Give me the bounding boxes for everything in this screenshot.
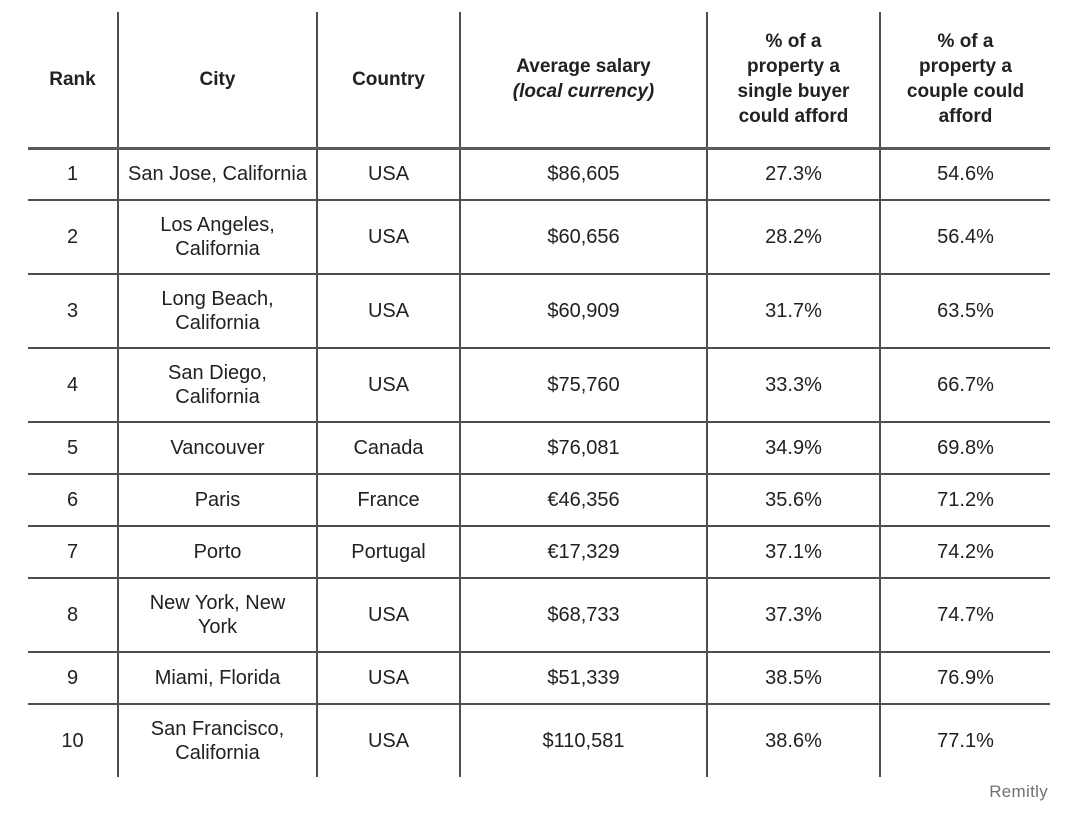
affordability-table: Rank City Country Average salary (local c… (28, 12, 1050, 777)
table-row: 9 Miami, Florida USA $51,339 38.5% 76.9% (28, 651, 1050, 704)
couple-cell: 66.7% (879, 347, 1050, 422)
rank-cell: 6 (28, 473, 119, 526)
rank-cell: 4 (28, 347, 119, 422)
salary-cell: €17,329 (459, 525, 708, 578)
table-body: 1 San Jose, California USA $86,605 27.3%… (28, 148, 1050, 777)
couple-cell: 71.2% (879, 473, 1050, 526)
rank-cell: 5 (28, 421, 119, 474)
couple-cell: 74.2% (879, 525, 1050, 578)
salary-cell: $60,656 (459, 199, 708, 274)
rank-cell: 10 (28, 703, 119, 777)
rank-cell: 2 (28, 199, 119, 274)
brand-attribution: Remitly (989, 782, 1048, 801)
salary-header-line1: Average salary (516, 56, 651, 78)
salary-cell: €46,356 (459, 473, 708, 526)
single-buyer-cell: 37.3% (706, 577, 881, 652)
table-row: 3 Long Beach, California USA $60,909 31.… (28, 273, 1050, 348)
city-cell: Paris (117, 473, 318, 526)
table-row: 5 Vancouver Canada $76,081 34.9% 69.8% (28, 421, 1050, 474)
country-cell: USA (316, 703, 461, 777)
city-cell: San Francisco, California (117, 703, 318, 777)
salary-cell: $75,760 (459, 347, 708, 422)
country-cell: Canada (316, 421, 461, 474)
city-cell: New York, New York (117, 577, 318, 652)
couple-cell: 54.6% (879, 148, 1050, 200)
table-row: 10 San Francisco, California USA $110,58… (28, 703, 1050, 777)
couple-cell: 69.8% (879, 421, 1050, 474)
table-row: 6 Paris France €46,356 35.6% 71.2% (28, 473, 1050, 526)
country-cell: USA (316, 199, 461, 274)
single-buyer-cell: 38.5% (706, 651, 881, 704)
salary-cell: $68,733 (459, 577, 708, 652)
rank-header: Rank (28, 12, 119, 150)
rank-cell: 1 (28, 148, 119, 200)
single-buyer-cell: 37.1% (706, 525, 881, 578)
city-cell: San Jose, California (117, 148, 318, 200)
salary-cell: $76,081 (459, 421, 708, 474)
table-row: 1 San Jose, California USA $86,605 27.3%… (28, 148, 1050, 200)
salary-cell: $110,581 (459, 703, 708, 777)
couple-cell: 77.1% (879, 703, 1050, 777)
table-header: Rank City Country Average salary (local c… (28, 12, 1050, 150)
salary-header-line2: (local currency) (512, 81, 655, 103)
single-buyer-cell: 31.7% (706, 273, 881, 348)
single-buyer-cell: 34.9% (706, 421, 881, 474)
table-row: 2 Los Angeles, California USA $60,656 28… (28, 199, 1050, 274)
single-buyer-header: % of a property a single buyer could aff… (706, 12, 881, 150)
rank-cell: 3 (28, 273, 119, 348)
city-header: City (117, 12, 318, 150)
country-cell: USA (316, 651, 461, 704)
rank-cell: 8 (28, 577, 119, 652)
city-cell: Long Beach, California (117, 273, 318, 348)
table-row: 8 New York, New York USA $68,733 37.3% 7… (28, 577, 1050, 652)
single-buyer-cell: 28.2% (706, 199, 881, 274)
country-cell: France (316, 473, 461, 526)
single-buyer-cell: 27.3% (706, 148, 881, 200)
country-cell: USA (316, 273, 461, 348)
country-cell: Portugal (316, 525, 461, 578)
city-cell: Vancouver (117, 421, 318, 474)
salary-cell: $60,909 (459, 273, 708, 348)
city-cell: San Diego, California (117, 347, 318, 422)
table-row: 7 Porto Portugal €17,329 37.1% 74.2% (28, 525, 1050, 578)
couple-cell: 76.9% (879, 651, 1050, 704)
city-cell: Los Angeles, California (117, 199, 318, 274)
city-cell: Miami, Florida (117, 651, 318, 704)
city-cell: Porto (117, 525, 318, 578)
country-cell: USA (316, 347, 461, 422)
single-buyer-cell: 33.3% (706, 347, 881, 422)
country-cell: USA (316, 577, 461, 652)
single-buyer-cell: 35.6% (706, 473, 881, 526)
table-row: 4 San Diego, California USA $75,760 33.3… (28, 347, 1050, 422)
country-cell: USA (316, 148, 461, 200)
salary-cell: $86,605 (459, 148, 708, 200)
header-row: Rank City Country Average salary (local c… (28, 12, 1050, 150)
rank-cell: 9 (28, 651, 119, 704)
couple-cell: 74.7% (879, 577, 1050, 652)
couple-header: % of a property a couple could afford (879, 12, 1050, 150)
couple-cell: 56.4% (879, 199, 1050, 274)
country-header: Country (316, 12, 461, 150)
single-buyer-cell: 38.6% (706, 703, 881, 777)
salary-header: Average salary (local currency) (459, 12, 708, 150)
salary-cell: $51,339 (459, 651, 708, 704)
rank-cell: 7 (28, 525, 119, 578)
couple-cell: 63.5% (879, 273, 1050, 348)
